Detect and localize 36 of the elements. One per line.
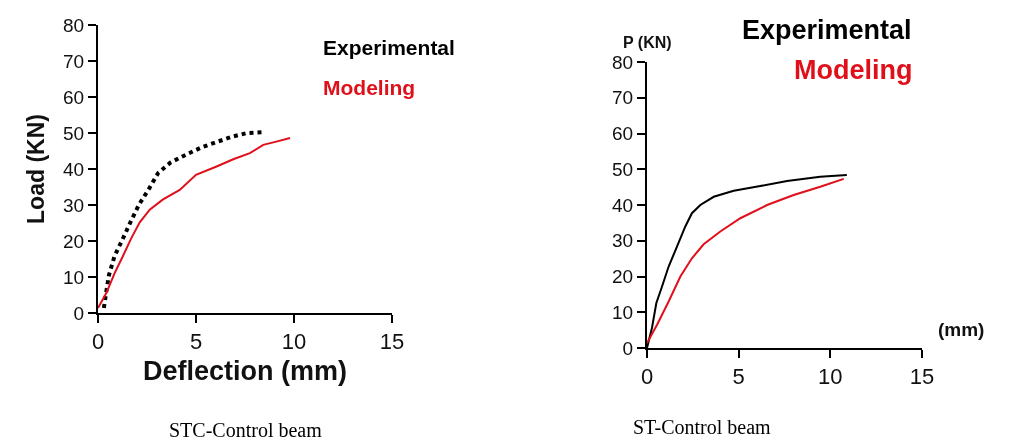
y-tick-label: 40 (612, 194, 634, 216)
x-tick-label: 10 (281, 329, 307, 355)
y-tick-label: 30 (612, 230, 634, 252)
y-tick-label: 10 (63, 266, 85, 288)
x-tick-label: 5 (732, 364, 745, 390)
y-tick-label: 80 (612, 51, 634, 73)
text: ST-Control beam (633, 416, 772, 438)
y-tick-label: 30 (63, 194, 85, 216)
y-tick-label: 40 (63, 158, 85, 180)
x-tick-label: 0 (91, 329, 105, 355)
text: Modeling (323, 76, 416, 99)
y-tick-label: 0 (73, 302, 85, 324)
y-tick-label: 20 (612, 266, 634, 288)
y-tick-label: 50 (612, 158, 634, 180)
line-series (98, 137, 292, 309)
y-axis-title: Load (KN) (23, 114, 50, 224)
y-tick-label: 50 (63, 122, 85, 144)
y-tick-label: 20 (63, 230, 85, 252)
y-axis-title: P (KN) (623, 34, 672, 51)
y-tick-label: 70 (612, 87, 634, 109)
text: Experimental (323, 36, 455, 59)
x-tick-label: 15 (379, 329, 405, 355)
y-tick-label: 10 (612, 301, 634, 323)
text: STC-Control beam (169, 419, 323, 441)
y-tick-label: 70 (63, 50, 85, 72)
y-tick-label: 60 (63, 86, 85, 108)
x-tick-label: 0 (640, 364, 654, 390)
text: Experimental (742, 15, 912, 45)
x-tick-label: 10 (818, 364, 843, 390)
y-tick-label: 80 (63, 14, 85, 36)
x-tick-label: 15 (909, 364, 935, 390)
x-axis-title: (mm) (938, 319, 985, 340)
y-tick-label: 60 (612, 123, 634, 145)
x-tick-label: 5 (189, 329, 203, 355)
text: Modeling (794, 55, 913, 85)
x-axis-title: Deflection (mm) (142, 356, 348, 387)
